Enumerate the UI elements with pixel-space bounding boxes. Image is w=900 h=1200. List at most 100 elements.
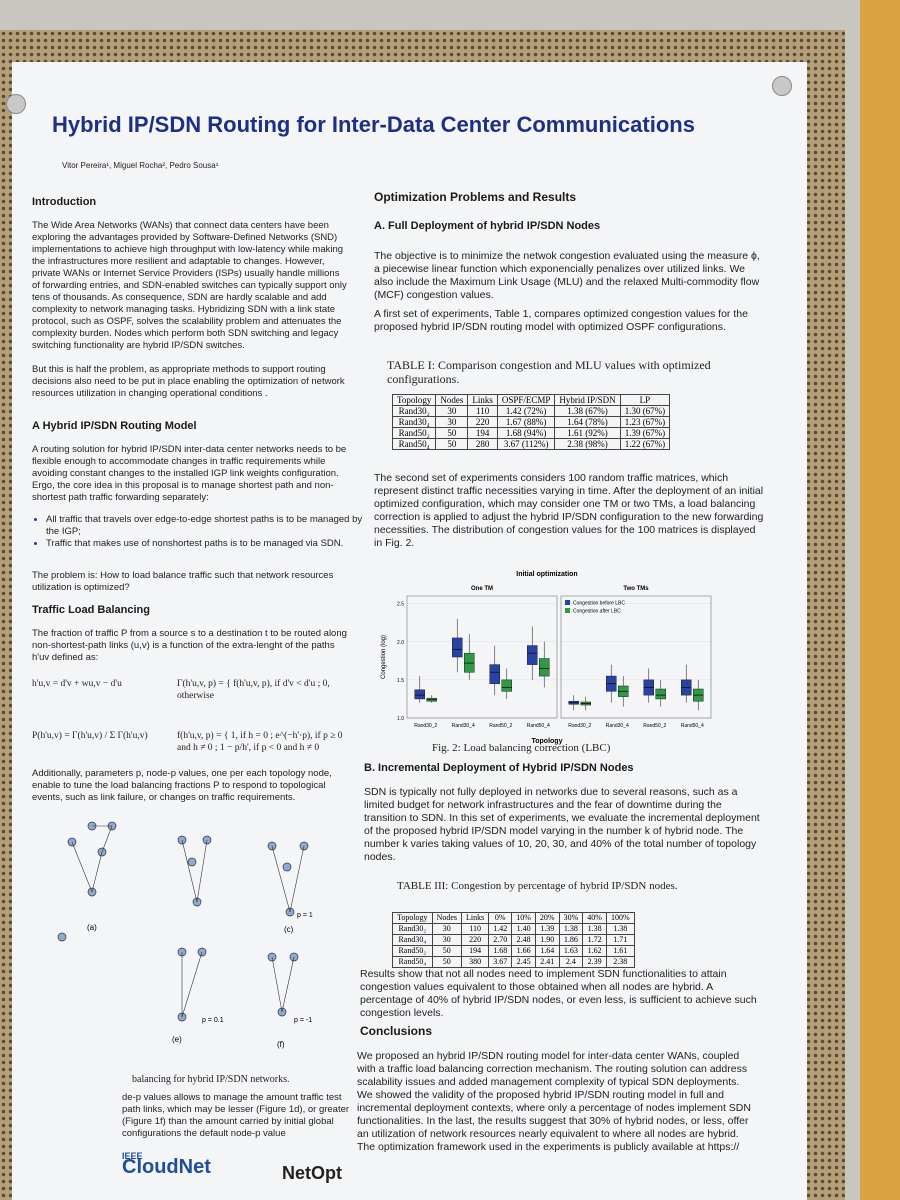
table-cell: Nodes bbox=[431, 912, 463, 924]
table-cell: 50 bbox=[435, 427, 469, 439]
table-cell: 1.38 bbox=[558, 923, 584, 935]
table-cell: Topology bbox=[392, 912, 433, 924]
equation: P(h'u,v) = Γ(h'u,v) / Σ Γ(h'u,v) bbox=[32, 731, 148, 741]
section-heading: Conclusions bbox=[360, 1024, 433, 1038]
subsection-heading: B. Incremental Deployment of Hybrid IP/S… bbox=[364, 762, 634, 774]
poster-title: Hybrid IP/SDN Routing for Inter-Data Cen… bbox=[52, 112, 695, 137]
network-diagram bbox=[57, 821, 309, 1022]
figure-label: (c) bbox=[284, 925, 294, 934]
table-row: Rand50₂ 50 194 1.68 1.66 1.64 1.63 1.62 1.61 bbox=[392, 945, 635, 957]
legend-label: Congestion before LBC bbox=[573, 601, 625, 607]
figure-label: (e) bbox=[172, 1035, 182, 1044]
table-cell: Rand30₄ bbox=[392, 934, 433, 946]
table-cell: 30 bbox=[431, 934, 463, 946]
table-cell: 10% bbox=[511, 912, 536, 924]
bullet: Traffic that makes use of nonshortest pa… bbox=[46, 538, 364, 550]
table-cell: 1.61 bbox=[605, 945, 635, 957]
table-row: Topology Nodes Links 0% 10% 20% 30% 40% 100% bbox=[392, 912, 635, 924]
figure-label: p = -1 bbox=[294, 1017, 312, 1024]
table-cell: Links bbox=[461, 912, 490, 924]
table-cell: 50 bbox=[431, 956, 463, 968]
table-cell: 30% bbox=[558, 912, 584, 924]
table-cell: Rand30₄ bbox=[391, 416, 437, 428]
table-cell: 220 bbox=[461, 934, 490, 946]
table-row: Rand30₂ 30 110 1.42 (72%) 1.38 (67%) 1.30 (67… bbox=[391, 405, 671, 417]
table-cell: 1.23 (67%) bbox=[619, 416, 671, 428]
y-tick-label: 1.0 bbox=[397, 716, 404, 722]
panel-frame bbox=[560, 595, 712, 719]
table-row: Rand50₂ 50 194 1.68 (94%) 1.61 (92%) 1.39 (67… bbox=[391, 427, 671, 439]
table: Topology Nodes Links OSPF/ECMP Hybrid IP/SDN… bbox=[391, 394, 671, 450]
panel-title: Two TMs bbox=[623, 586, 649, 592]
section-heading: Optimization Problems and Results bbox=[374, 190, 577, 204]
section-heading: A Hybrid IP/SDN Routing Model bbox=[32, 420, 197, 432]
table-caption: TABLE III: Congestion by percentage of h… bbox=[397, 880, 678, 892]
table-cell: 1.38 bbox=[605, 923, 635, 935]
x-tick-label: Rand50_4 bbox=[681, 723, 704, 729]
table-cell: OSPF/ECMP bbox=[496, 394, 556, 406]
equation: h'u,v = d'v + wu,v − d'u bbox=[32, 679, 122, 689]
panel-title: One TM bbox=[471, 586, 493, 592]
table-cell: 50 bbox=[431, 945, 463, 957]
box bbox=[527, 645, 538, 665]
table-cell: 380 bbox=[461, 956, 490, 968]
table-cell: 280 bbox=[467, 438, 498, 450]
logo-text: IEEE bbox=[122, 1151, 143, 1161]
legend-label: Congestion after LBC bbox=[573, 609, 621, 615]
table-cell: 1.86 bbox=[558, 934, 584, 946]
box bbox=[501, 679, 512, 692]
table-cell: 3.67 bbox=[488, 956, 513, 968]
subsection-heading: A. Full Deployment of hybrid IP/SDN Node… bbox=[374, 220, 601, 232]
table-row: Rand30₄ 30 220 1.67 (88%) 1.64 (78%) 1.23 (67… bbox=[391, 416, 671, 428]
chart: Initial optimization Congestion (log) Topo… bbox=[381, 571, 712, 745]
box bbox=[452, 637, 463, 658]
paragraph: The problem is: How to load balance traf… bbox=[32, 570, 334, 593]
table-cell: 50 bbox=[435, 438, 469, 450]
table-cell: 2.45 bbox=[511, 956, 536, 968]
table-cell: 1.39 bbox=[534, 923, 560, 935]
box bbox=[539, 658, 550, 677]
x-tick-label: Rand30_4 bbox=[606, 723, 629, 729]
paragraph: Results show that not all nodes need to … bbox=[360, 968, 757, 1019]
table-cell: Topology bbox=[391, 394, 437, 406]
table-cell: LP bbox=[619, 394, 671, 406]
table-row: Topology Nodes Links OSPF/ECMP Hybrid IP/SDN… bbox=[391, 394, 671, 406]
table-cell: 194 bbox=[467, 427, 498, 439]
network-figures: (a) (c) (e) (f) p = 1 p = 0.1 p = -1 bbox=[57, 821, 313, 1049]
y-tick-label: 2.0 bbox=[397, 640, 404, 646]
table-cell: 1.40 bbox=[511, 923, 536, 935]
table-cell: Rand30₂ bbox=[391, 405, 437, 417]
figure-label: p = 0.1 bbox=[202, 1017, 224, 1024]
x-tick-label: Rand50_2 bbox=[489, 723, 512, 729]
equation: f(h'u,v, p) = { 1, if h = 0 ; e^(−h'·p),… bbox=[177, 731, 343, 753]
x-axis-label: Topology bbox=[532, 738, 563, 745]
table-cell: 2.41 bbox=[534, 956, 560, 968]
x-tick-label: Rand30_2 bbox=[414, 723, 437, 729]
table-cell: 1.38 bbox=[582, 923, 607, 935]
x-tick-label: Rand30_2 bbox=[568, 723, 591, 729]
equation: Γ(h'u,v, p) = { f(h'u,v, p), if d'v < d'… bbox=[177, 679, 330, 701]
table-cell: 3.67 (112%) bbox=[496, 438, 556, 450]
table-cell: 2.4 bbox=[558, 956, 584, 968]
figure-caption: Fig. 2: Load balancing correction (LBC) bbox=[432, 742, 611, 754]
logo-text: CloudNet bbox=[122, 1156, 211, 1178]
bullet: All traffic that travels over edge-to-ed… bbox=[46, 514, 364, 538]
legend-swatch bbox=[565, 600, 570, 605]
logo: NetOpt bbox=[282, 1163, 342, 1183]
box bbox=[655, 688, 666, 700]
table-row: Rand50₄ 50 280 3.67 (112%) 2.38 (98%) 1.22 (6… bbox=[391, 438, 671, 450]
table-caption: TABLE I: Comparison congestion and MLU v… bbox=[387, 358, 711, 386]
table-cell: 1.39 (67%) bbox=[619, 427, 671, 439]
paragraph: The second set of experiments considers … bbox=[374, 472, 764, 549]
table-cell: 0% bbox=[488, 912, 513, 924]
paragraph: The objective is to minimize the netwok … bbox=[374, 250, 760, 301]
panel-frame bbox=[406, 595, 558, 719]
table-cell: 1.38 (67%) bbox=[554, 405, 621, 417]
table-cell: 1.62 bbox=[582, 945, 607, 957]
bullet-list: All traffic that travels over edge-to-ed… bbox=[32, 514, 364, 550]
table-row: Rand30₂ 30 110 1.42 1.40 1.39 1.38 1.38 1.38 bbox=[392, 923, 635, 935]
table-cell: 1.63 bbox=[558, 945, 584, 957]
table-cell: Nodes bbox=[435, 394, 469, 406]
figure-label: p = 1 bbox=[297, 912, 313, 919]
